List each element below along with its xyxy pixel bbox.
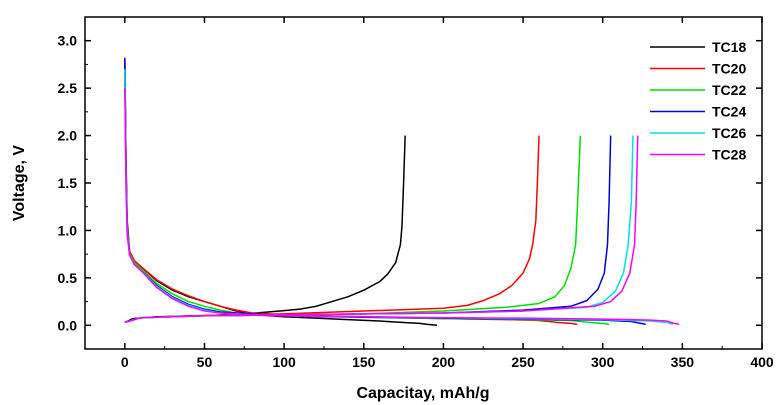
x-tick-label: 150 bbox=[352, 354, 376, 370]
y-tick-label: 1.0 bbox=[58, 222, 78, 238]
y-tick-label: 0.0 bbox=[58, 317, 78, 333]
x-tick-label: 0 bbox=[121, 354, 129, 370]
x-tick-label: 300 bbox=[591, 354, 615, 370]
y-axis-title: Voltage, V bbox=[11, 145, 28, 221]
series-line-tc28-discharge bbox=[124, 88, 680, 326]
series-line-tc20-discharge bbox=[124, 69, 578, 326]
legend-label-tc18: TC18 bbox=[712, 39, 746, 55]
plot-frame bbox=[84, 16, 763, 350]
series-line-tc18-discharge bbox=[124, 59, 438, 327]
legend-label-tc26: TC26 bbox=[712, 125, 746, 141]
series-line-tc26-discharge bbox=[124, 69, 674, 326]
x-tick-label: 350 bbox=[671, 354, 695, 370]
y-tick-label: 0.5 bbox=[58, 270, 78, 286]
series-line-tc24-discharge bbox=[124, 57, 646, 326]
x-tick-label: 200 bbox=[432, 354, 456, 370]
y-tick-label: 1.5 bbox=[58, 175, 78, 191]
y-tick-label: 3.0 bbox=[58, 33, 78, 49]
legend-label-tc22: TC22 bbox=[712, 82, 746, 98]
x-tick-label: 50 bbox=[197, 354, 213, 370]
x-axis-title: Capacitay, mAh/g bbox=[356, 385, 489, 402]
legend-label-tc20: TC20 bbox=[712, 61, 746, 77]
axis-ticks: 0 50 100 150 200 250 300 350 400 0.0 0.5 1.0 1.5 2.0 2… bbox=[58, 16, 774, 370]
series-line-tc28-charge bbox=[124, 135, 639, 324]
legend-label-tc28: TC28 bbox=[712, 147, 746, 163]
legend-label-tc24: TC24 bbox=[712, 104, 746, 120]
x-tick-label: 250 bbox=[511, 354, 535, 370]
legend: TC18 TC20 TC22 TC24 TC26 TC28 bbox=[650, 39, 746, 163]
y-tick-label: 2.0 bbox=[58, 128, 78, 144]
x-tick-label: 400 bbox=[750, 354, 774, 370]
x-tick-label: 100 bbox=[272, 354, 296, 370]
y-tick-label: 2.5 bbox=[58, 80, 78, 96]
series-group bbox=[124, 57, 680, 327]
